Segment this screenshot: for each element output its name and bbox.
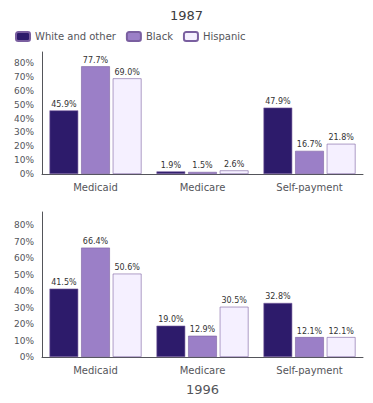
svg-text:20%: 20%	[14, 319, 34, 329]
svg-text:Black: Black	[146, 31, 173, 42]
svg-text:69.0%: 69.0%	[114, 68, 140, 77]
svg-text:30%: 30%	[14, 303, 34, 313]
svg-text:30.5%: 30.5%	[221, 296, 247, 305]
svg-text:16.7%: 16.7%	[297, 140, 323, 149]
svg-text:50%: 50%	[14, 270, 34, 280]
svg-text:21.8%: 21.8%	[328, 133, 354, 142]
svg-text:12.1%: 12.1%	[328, 327, 354, 336]
svg-text:1.9%: 1.9%	[161, 161, 182, 170]
svg-text:12.9%: 12.9%	[190, 325, 216, 334]
svg-text:1996: 1996	[186, 382, 219, 397]
svg-text:80%: 80%	[14, 58, 34, 68]
svg-text:0%: 0%	[20, 352, 35, 362]
svg-text:Medicare: Medicare	[180, 365, 226, 376]
svg-text:Medicare: Medicare	[180, 182, 226, 193]
svg-text:47.9%: 47.9%	[265, 97, 291, 106]
svg-text:80%: 80%	[14, 220, 34, 230]
svg-text:60%: 60%	[14, 86, 34, 96]
svg-text:White and other: White and other	[35, 31, 117, 42]
svg-text:77.7%: 77.7%	[83, 56, 109, 65]
svg-text:Self-payment: Self-payment	[276, 182, 342, 193]
svg-text:10%: 10%	[14, 336, 34, 346]
svg-text:30%: 30%	[14, 127, 34, 137]
svg-text:60%: 60%	[14, 253, 34, 263]
svg-text:1.5%: 1.5%	[192, 161, 213, 170]
svg-text:0%: 0%	[20, 169, 35, 179]
svg-text:Medicaid: Medicaid	[73, 182, 118, 193]
svg-text:66.4%: 66.4%	[83, 237, 109, 246]
svg-text:2.6%: 2.6%	[224, 160, 245, 169]
svg-text:Self-payment: Self-payment	[276, 365, 342, 376]
svg-text:32.8%: 32.8%	[265, 292, 291, 301]
svg-text:70%: 70%	[14, 72, 34, 82]
svg-text:70%: 70%	[14, 237, 34, 247]
svg-text:41.5%: 41.5%	[51, 278, 77, 287]
svg-text:12.1%: 12.1%	[297, 327, 323, 336]
svg-text:1987: 1987	[170, 8, 203, 23]
svg-text:40%: 40%	[14, 286, 34, 296]
svg-text:19.0%: 19.0%	[158, 315, 184, 324]
svg-text:20%: 20%	[14, 141, 34, 151]
svg-text:50.6%: 50.6%	[114, 263, 140, 272]
svg-text:10%: 10%	[14, 155, 34, 165]
svg-text:45.9%: 45.9%	[51, 100, 77, 109]
svg-text:50%: 50%	[14, 100, 34, 110]
svg-text:40%: 40%	[14, 114, 34, 124]
svg-text:Medicaid: Medicaid	[73, 365, 118, 376]
svg-text:Hispanic: Hispanic	[203, 31, 246, 42]
